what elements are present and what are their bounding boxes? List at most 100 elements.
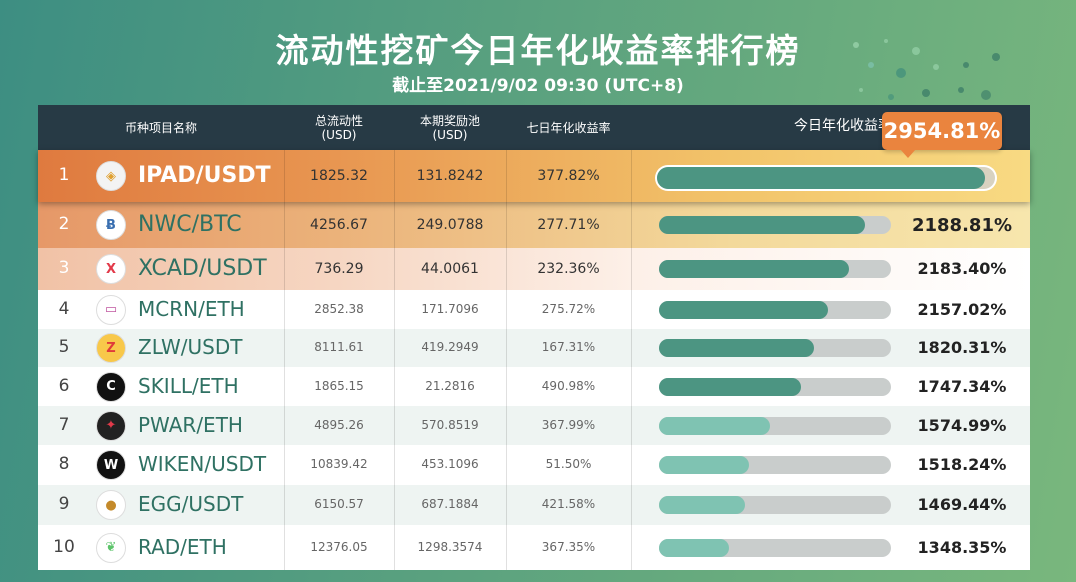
apy-bar xyxy=(659,339,891,357)
nwc-coin-icon: Ƀ xyxy=(96,210,126,240)
mcrn-coin-icon: ▭ xyxy=(96,294,126,325)
tvl-value: 1825.32 xyxy=(310,168,368,184)
tvl-value: 10839.42 xyxy=(310,457,368,471)
pool-value: 131.8242 xyxy=(416,168,484,184)
pool-value: 453.1096 xyxy=(421,457,479,471)
table-row[interactable]: 4 ▭ MCRN/ETH 2852.38 171.7096 275.72% 21… xyxy=(38,290,1030,329)
apy7-value: 167.31% xyxy=(541,340,596,354)
today-apy-value: 1469.44% xyxy=(917,495,1007,514)
pair-name: PWAR/ETH xyxy=(138,412,243,437)
apy7-value: 421.58% xyxy=(541,497,596,511)
table-row[interactable]: 8 W WIKEN/USDT 10839.42 453.1096 51.50% … xyxy=(38,445,1030,485)
today-apy-value: 2183.40% xyxy=(917,259,1007,278)
apy7-value: 367.35% xyxy=(541,539,596,554)
skill-coin-icon: C xyxy=(96,371,126,402)
pair-name: WIKEN/USDT xyxy=(138,452,267,476)
apy-bar-fill xyxy=(659,496,745,514)
table-header: 币种项目名称 总流动性 (USD) 本期奖励池 (USD) 七日年化收益率 今日年化… xyxy=(38,105,1030,150)
apy-bar xyxy=(659,416,891,435)
pair-name: SKILL/ETH xyxy=(138,373,239,398)
today-apy-value: 2188.81% xyxy=(911,215,1013,236)
apy-bar-fill xyxy=(659,339,815,357)
rad-coin-icon: ❦ xyxy=(96,532,126,563)
pair-name: XCAD/USDT xyxy=(138,256,267,281)
page-subtitle: 截止至2021/9/02 09:30 (UTC+8) xyxy=(392,76,684,96)
tvl-value: 4895.26 xyxy=(314,417,364,432)
rank-number: 4 xyxy=(58,298,70,319)
header-today: 今日年化收益率 xyxy=(794,118,892,134)
table-row[interactable]: 10 ❦ RAD/ETH 12376.05 1298.3574 367.35% … xyxy=(38,525,1030,570)
zlw-coin-icon: Z xyxy=(96,333,126,363)
rank-number: 9 xyxy=(58,494,70,514)
rank-number: 8 xyxy=(58,454,70,474)
table-row[interactable]: 2 Ƀ NWC/BTC 4256.67 249.0788 277.71% 218… xyxy=(38,202,1030,248)
table-row[interactable]: 7 ✦ PWAR/ETH 4895.26 570.8519 367.99% 15… xyxy=(38,406,1030,445)
tvl-value: 736.29 xyxy=(314,261,364,277)
apy-bar xyxy=(659,496,891,514)
header-apy7: 七日年化收益率 xyxy=(526,120,611,135)
pair-name: RAD/ETH xyxy=(138,534,227,559)
table-row[interactable]: 5 Z ZLW/USDT 8111.61 419.2949 167.31% 18… xyxy=(38,329,1030,367)
apy-bar xyxy=(659,538,891,557)
apy-bar-fill xyxy=(659,538,729,557)
today-apy-value: 1747.34% xyxy=(917,376,1007,396)
apy7-value: 490.98% xyxy=(541,378,596,393)
apy-bar xyxy=(659,260,891,278)
header-tvl: 总流动性 (USD) xyxy=(314,113,363,142)
rank-number: 5 xyxy=(58,337,70,357)
top-apy-badge: 2954.81% xyxy=(882,112,1002,158)
page-title: 流动性挖矿今日年化收益率排行榜 xyxy=(275,31,801,70)
tvl-value: 2852.38 xyxy=(314,301,364,316)
pool-value: 21.2816 xyxy=(425,378,475,393)
tvl-value: 8111.61 xyxy=(314,340,364,354)
apy-bar xyxy=(659,377,891,396)
xcad-coin-icon: X xyxy=(96,254,126,284)
pool-value: 1298.3574 xyxy=(417,539,483,554)
pair-name: IPAD/USDT xyxy=(138,163,271,188)
pair-name: ZLW/USDT xyxy=(138,335,243,359)
apy7-value: 275.72% xyxy=(541,301,596,316)
apy-bar-fill xyxy=(659,260,850,278)
today-apy-value: 1820.31% xyxy=(917,338,1007,357)
pool-value: 570.8519 xyxy=(421,417,479,432)
tvl-value: 4256.67 xyxy=(310,217,368,233)
apy-bar xyxy=(659,456,891,474)
table-row[interactable]: 3 X XCAD/USDT 736.29 44.0061 232.36% 218… xyxy=(38,248,1030,290)
wiken-coin-icon: W xyxy=(96,450,126,480)
rank-number: 7 xyxy=(58,414,70,435)
apy7-value: 377.82% xyxy=(537,168,600,184)
ranking-table: 币种项目名称 总流动性 (USD) 本期奖励池 (USD) 七日年化收益率 今日年化… xyxy=(38,105,1030,570)
egg-coin-icon: ● xyxy=(96,490,126,520)
apy7-value: 367.99% xyxy=(541,417,596,432)
pool-value: 249.0788 xyxy=(416,217,484,233)
today-apy-value: 1574.99% xyxy=(917,415,1007,435)
apy7-value: 232.36% xyxy=(537,261,600,277)
apy-bar-fill xyxy=(657,167,985,189)
tvl-value: 6150.57 xyxy=(314,497,364,511)
rank-number: 3 xyxy=(58,258,70,278)
rank-number: 6 xyxy=(58,375,70,396)
pair-name: NWC/BTC xyxy=(138,212,242,237)
apy-bar-fill xyxy=(659,416,771,435)
table-row[interactable]: 9 ● EGG/USDT 6150.57 687.1884 421.58% 14… xyxy=(38,485,1030,525)
pool-value: 687.1884 xyxy=(421,497,479,511)
table-row[interactable]: 6 C SKILL/ETH 1865.15 21.2816 490.98% 17… xyxy=(38,367,1030,406)
header-pool: 本期奖励池 (USD) xyxy=(419,113,480,142)
apy-bar xyxy=(657,167,995,189)
pool-value: 419.2949 xyxy=(421,340,479,354)
rank-number: 2 xyxy=(58,214,70,234)
apy7-value: 277.71% xyxy=(537,217,600,233)
tvl-value: 1865.15 xyxy=(314,378,364,393)
pair-name: EGG/USDT xyxy=(138,492,244,516)
table-row[interactable]: 1 ◈ IPAD/USDT 1825.32 131.8242 377.82% xyxy=(38,150,1030,202)
pool-value: 44.0061 xyxy=(421,261,479,277)
apy-bar-fill xyxy=(659,456,750,474)
apy-bar-fill xyxy=(659,300,829,319)
tvl-value: 12376.05 xyxy=(310,539,368,554)
header-name: 币种项目名称 xyxy=(124,120,197,135)
pair-name: MCRN/ETH xyxy=(138,296,245,321)
pwar-coin-icon: ✦ xyxy=(96,410,126,441)
apy-bar xyxy=(659,216,891,234)
today-apy-value: 1348.35% xyxy=(917,537,1007,557)
apy-bar-fill xyxy=(659,377,801,396)
